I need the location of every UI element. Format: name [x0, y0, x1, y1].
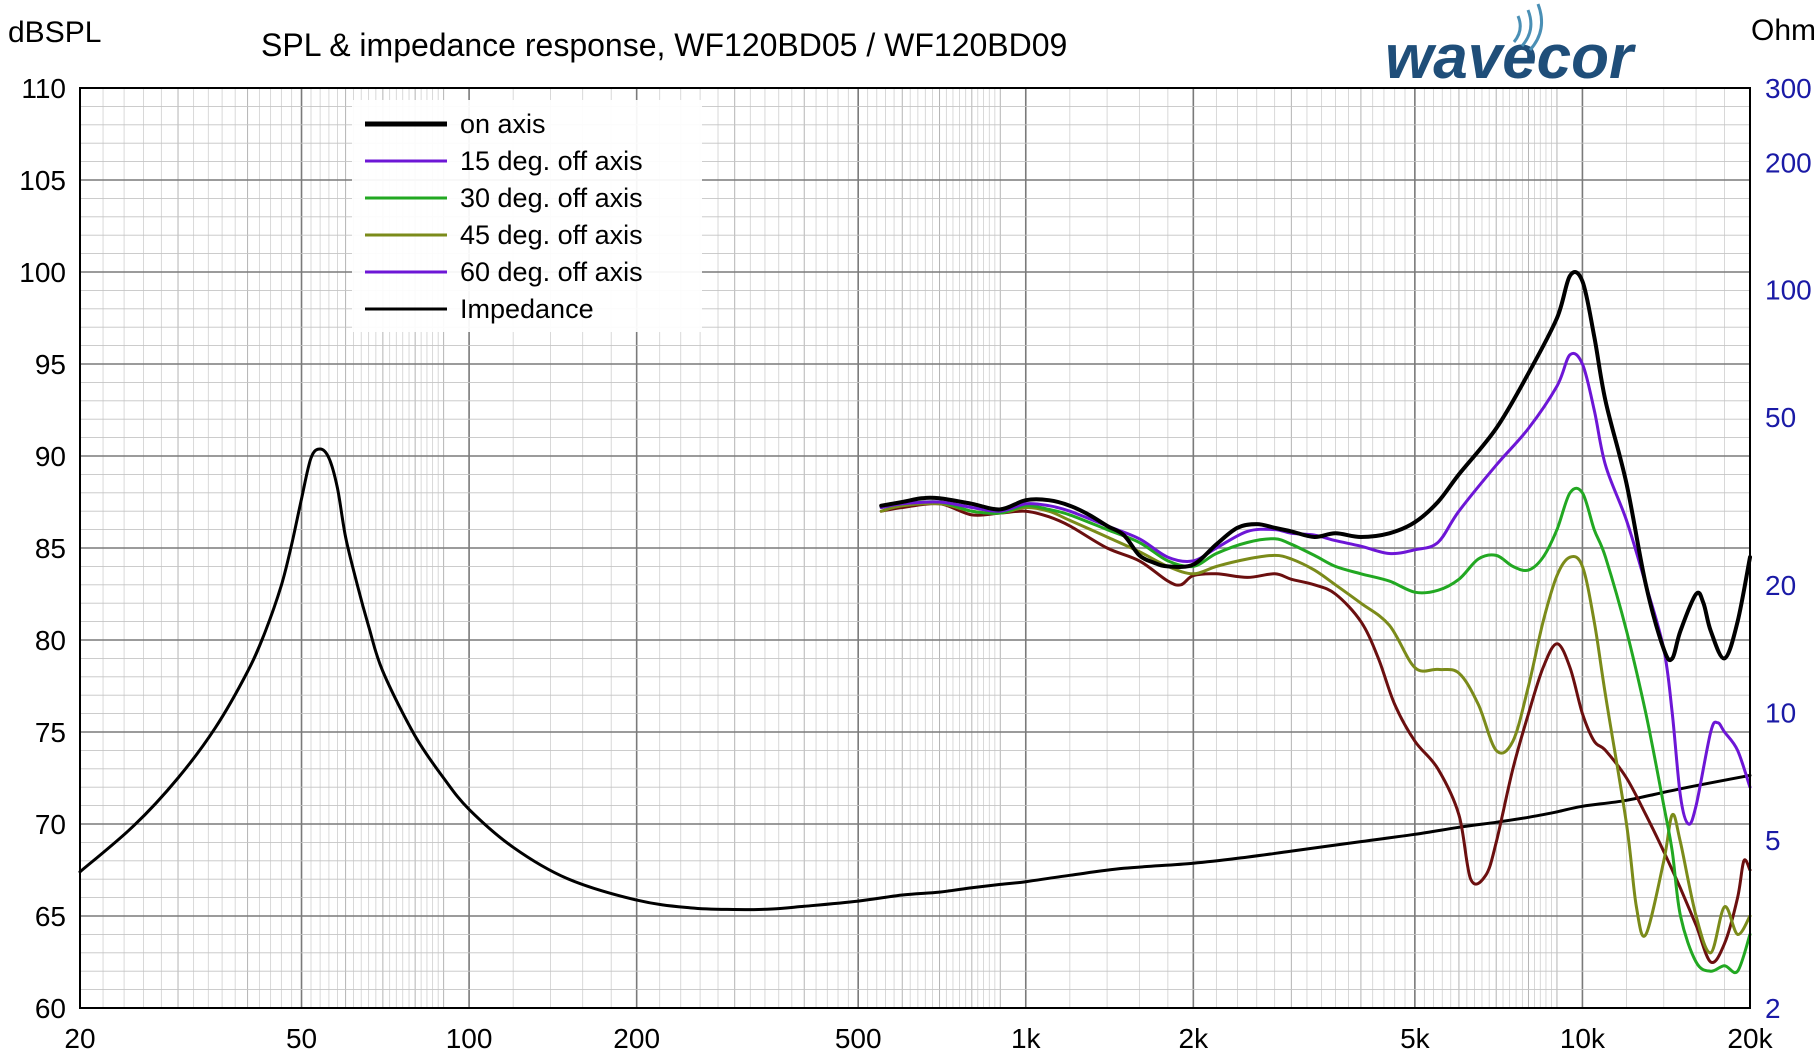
y-left-tick-label: 95 — [35, 349, 66, 380]
legend-label: 60 deg. off axis — [460, 257, 643, 287]
x-tick-label: 200 — [613, 1023, 660, 1054]
y-left-tick-label: 75 — [35, 717, 66, 748]
legend-label: 45 deg. off axis — [460, 220, 643, 250]
series-line-45-deg-off-axis — [879, 502, 1752, 955]
series-line-on-axis — [879, 270, 1752, 663]
y-left-tick-label: 65 — [35, 901, 66, 932]
y-right-tick-label: 2 — [1765, 993, 1781, 1024]
x-tick-label: 20 — [64, 1023, 95, 1054]
legend: on axis 15 deg. off axis 30 deg. off axis 4… — [352, 100, 702, 332]
x-tick-label: 100 — [446, 1023, 493, 1054]
wavecor-logo-wave-2 — [1520, 9, 1533, 47]
x-tick-label: 1k — [1011, 1023, 1042, 1054]
x-tick-label: 50 — [286, 1023, 317, 1054]
x-tick-label: 10k — [1560, 1023, 1606, 1054]
y-left-tick-label: 110 — [21, 73, 66, 104]
y-left-tick-labels: 110 105 100 95 90 85 80 75 70 65 60 — [19, 73, 66, 1024]
y-left-tick-label: 105 — [19, 165, 66, 196]
legend-label: Impedance — [460, 294, 594, 324]
x-tick-labels: 20 50 100 200 500 1k 2k 5k 10k 20k — [64, 1023, 1773, 1054]
wavecor-logo-text: wavecor — [1385, 23, 1636, 92]
y-right-tick-label: 300 — [1765, 73, 1812, 104]
wavecor-logo-wave-1 — [1512, 15, 1522, 43]
y-left-tick-label: 90 — [35, 441, 66, 472]
wavecor-logo: wavecor — [1385, 3, 1636, 92]
y-left-tick-label: 70 — [35, 809, 66, 840]
series-line-30-deg-off-axis — [879, 486, 1752, 975]
y-left-tick-label: 100 — [19, 257, 66, 288]
series-line-impedance — [78, 447, 1752, 912]
y-right-tick-label: 10 — [1765, 697, 1796, 728]
x-tick-label: 5k — [1400, 1023, 1431, 1054]
series-line-60-deg-off-axis — [879, 502, 1752, 964]
y-left-tick-label: 60 — [35, 993, 66, 1024]
legend-label: on axis — [460, 109, 546, 139]
y-right-tick-labels: 300 200 100 50 20 10 5 2 — [1765, 73, 1812, 1024]
y-right-axis-label: Ohm — [1751, 14, 1816, 47]
y-right-tick-label: 200 — [1765, 147, 1812, 178]
y-right-tick-label: 100 — [1765, 275, 1812, 306]
y-right-tick-label: 50 — [1765, 402, 1796, 433]
y-right-tick-label: 20 — [1765, 570, 1796, 601]
y-right-tick-label: 5 — [1765, 825, 1781, 856]
x-tick-label: 500 — [835, 1023, 882, 1054]
y-left-tick-label: 85 — [35, 533, 66, 564]
wavecor-logo-wave-3 — [1528, 3, 1544, 52]
grid — [79, 87, 1751, 1009]
plot-frame — [79, 87, 1751, 1009]
legend-label: 15 deg. off axis — [460, 146, 643, 176]
legend-box — [352, 100, 702, 332]
series-line-15-deg-off-axis — [879, 351, 1752, 826]
legend-label: 30 deg. off axis — [460, 183, 643, 213]
y-left-axis-label: dBSPL — [8, 16, 101, 49]
x-tick-label: 20k — [1727, 1023, 1773, 1054]
x-tick-label: 2k — [1179, 1023, 1210, 1054]
series-layer — [78, 270, 1752, 975]
chart-title: SPL & impedance response, WF120BD05 / WF… — [261, 27, 1067, 63]
y-left-tick-label: 80 — [35, 625, 66, 656]
